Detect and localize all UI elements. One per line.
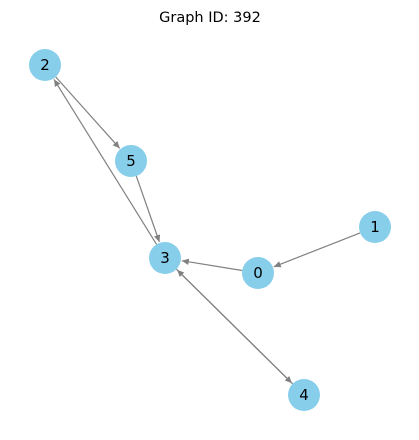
node-3: 3: [149, 242, 181, 274]
edge-0-to-3: [181, 258, 243, 272]
node-circle: [115, 145, 147, 177]
node-label: 4: [299, 386, 309, 404]
node-1: 1: [359, 211, 391, 243]
edge-4-to-3: [176, 269, 294, 385]
edge-3-to-2: [53, 79, 158, 245]
node-label: 3: [160, 249, 170, 267]
node-circle: [288, 379, 320, 411]
edge-1-to-0: [273, 232, 361, 268]
node-4: 4: [288, 379, 320, 411]
node-circle: [29, 49, 61, 81]
node-5: 5: [115, 145, 147, 177]
node-label: 5: [126, 152, 136, 170]
node-label: 2: [40, 56, 50, 74]
node-label: 0: [253, 264, 263, 282]
edge-2-to-5: [55, 76, 121, 149]
node-0: 0: [242, 257, 274, 289]
node-circle: [149, 242, 181, 274]
graph-title: Graph ID: 392: [159, 10, 261, 26]
node-circle: [242, 257, 274, 289]
nodes-layer: 0 1 2 3 4 5: [29, 49, 391, 411]
edge-5-to-3: [135, 175, 161, 243]
node-circle: [359, 211, 391, 243]
node-2: 2: [29, 49, 61, 81]
node-label: 1: [370, 218, 380, 236]
edges-layer: [53, 76, 361, 385]
